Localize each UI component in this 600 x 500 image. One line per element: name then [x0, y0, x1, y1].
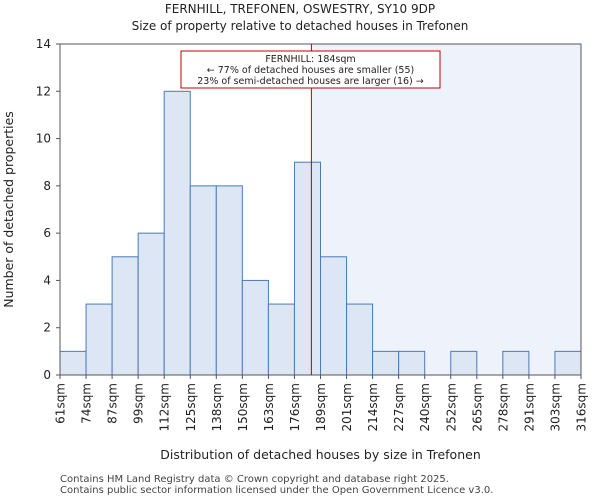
annotation-line-3: 23% of semi-detached houses are larger (…: [197, 76, 424, 87]
bar-125sqm: [189, 185, 217, 376]
bar-99sqm: [137, 232, 165, 376]
x-tick-label: 99sqm: [132, 383, 146, 424]
chart-subtitle: Size of property relative to detached ho…: [131, 19, 469, 33]
x-tick-label: 303sqm: [548, 383, 562, 431]
x-tick-label: 87sqm: [106, 383, 120, 424]
y-tick-label: 6: [43, 226, 51, 240]
x-tick-label: 150sqm: [236, 383, 250, 431]
y-tick-label: 0: [43, 368, 51, 382]
y-tick-label: 14: [36, 37, 51, 51]
x-tick-label: 201sqm: [340, 383, 354, 431]
x-tick-label: 278sqm: [496, 383, 510, 431]
x-tick-label: 74sqm: [80, 383, 94, 424]
bar-138sqm: [215, 185, 243, 376]
x-tick-label: 252sqm: [444, 383, 458, 431]
bar-201sqm: [346, 303, 374, 376]
y-tick-label: 12: [36, 84, 51, 98]
bar-163sqm: [267, 303, 295, 376]
bar-214sqm: [372, 350, 400, 376]
bar-112sqm: [163, 90, 191, 376]
x-tick-label: 61sqm: [54, 383, 68, 424]
x-tick-label: 240sqm: [418, 383, 432, 431]
y-axis-label: Number of detached properties: [1, 111, 16, 308]
annotation-line-1: FERNHILL: 184sqm: [265, 54, 355, 65]
annotation-box: [180, 50, 441, 89]
x-tick-label: 112sqm: [158, 383, 172, 431]
y-tick-label: 4: [43, 273, 51, 287]
x-tick-label: 176sqm: [288, 383, 302, 431]
bar-87sqm: [111, 256, 139, 376]
y-tick-label: 2: [43, 321, 51, 335]
bar-278sqm: [502, 350, 530, 376]
bar-252sqm: [450, 350, 478, 376]
x-tick-label: 125sqm: [184, 383, 198, 431]
x-tick-label: 189sqm: [314, 383, 328, 431]
bar-303sqm: [554, 350, 582, 376]
x-axis-label: Distribution of detached houses by size …: [160, 447, 481, 462]
footer-line-2: Contains public sector information licen…: [60, 485, 494, 496]
footer-line-1: Contains HM Land Registry data © Crown c…: [60, 474, 449, 485]
y-tick-label: 8: [43, 179, 51, 193]
y-tick-label: 10: [36, 132, 51, 146]
bar-74sqm: [85, 303, 113, 376]
x-tick-label: 265sqm: [470, 383, 484, 431]
x-tick-label: 138sqm: [210, 383, 224, 431]
x-tick-label: 291sqm: [522, 383, 536, 431]
bar-189sqm: [320, 256, 348, 376]
bar-61sqm: [59, 350, 87, 376]
annotation-line-2: ← 77% of detached houses are smaller (55…: [207, 65, 414, 76]
bar-150sqm: [241, 279, 269, 376]
x-tick-label: 316sqm: [575, 383, 589, 431]
x-tick-label: 227sqm: [392, 383, 406, 431]
chart-title: FERNHILL, TREFONEN, OSWESTRY, SY10 9DP: [164, 2, 436, 16]
bar-176sqm: [293, 161, 322, 376]
x-tick-label: 163sqm: [262, 383, 276, 431]
bar-227sqm: [398, 350, 426, 376]
x-tick-label: 214sqm: [366, 383, 380, 431]
